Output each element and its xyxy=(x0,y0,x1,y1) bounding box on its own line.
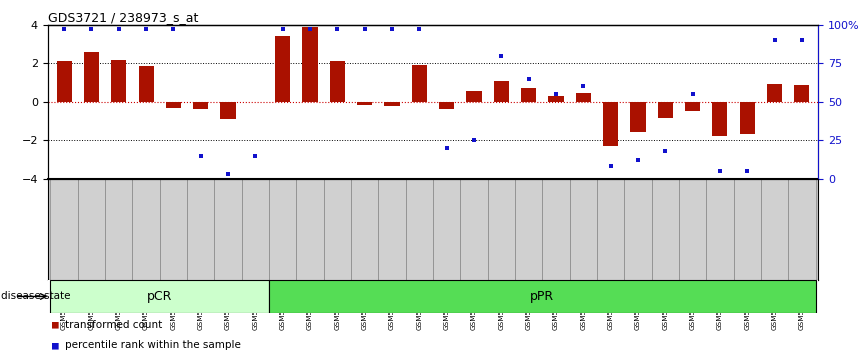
Point xyxy=(358,27,372,32)
Bar xyxy=(685,102,701,112)
Point xyxy=(84,27,98,32)
Text: ■: ■ xyxy=(52,340,59,350)
Bar xyxy=(187,179,215,280)
Bar xyxy=(296,179,324,280)
Bar xyxy=(385,102,399,105)
Point xyxy=(658,148,672,154)
Bar xyxy=(767,85,782,102)
Point xyxy=(194,153,208,159)
Point xyxy=(713,168,727,174)
Bar xyxy=(542,179,570,280)
Bar xyxy=(378,179,405,280)
Bar xyxy=(788,179,816,280)
Bar xyxy=(412,65,427,102)
Bar xyxy=(330,61,345,102)
Bar xyxy=(159,179,187,280)
Bar xyxy=(734,179,761,280)
Bar xyxy=(461,179,488,280)
Bar xyxy=(494,81,509,102)
Text: ■: ■ xyxy=(52,320,59,330)
Point xyxy=(768,37,782,43)
Bar xyxy=(521,88,536,102)
Point xyxy=(440,145,454,151)
Bar xyxy=(576,93,591,102)
Bar xyxy=(658,102,673,118)
Bar xyxy=(275,36,290,102)
Text: percentile rank within the sample: percentile rank within the sample xyxy=(65,340,241,350)
Bar xyxy=(630,102,645,132)
Bar xyxy=(467,91,481,102)
Bar xyxy=(679,179,707,280)
Point xyxy=(221,171,235,177)
Point xyxy=(303,27,317,32)
Point xyxy=(57,27,71,32)
Point xyxy=(604,164,617,169)
Bar xyxy=(242,179,269,280)
Point xyxy=(275,27,289,32)
Bar xyxy=(324,179,351,280)
Point xyxy=(112,27,126,32)
Bar xyxy=(570,179,597,280)
Text: pCR: pCR xyxy=(147,290,172,303)
Point xyxy=(331,27,345,32)
Bar xyxy=(111,61,126,102)
Bar xyxy=(50,280,269,313)
Bar xyxy=(351,179,378,280)
Text: disease state: disease state xyxy=(1,291,70,302)
Bar xyxy=(84,52,99,102)
Bar xyxy=(357,102,372,105)
Bar xyxy=(269,280,816,313)
Bar xyxy=(269,179,296,280)
Bar xyxy=(624,179,651,280)
Bar xyxy=(761,179,788,280)
Bar xyxy=(488,179,515,280)
Bar xyxy=(713,102,727,136)
Point xyxy=(795,37,809,43)
Bar xyxy=(105,179,132,280)
Bar xyxy=(215,179,242,280)
Bar xyxy=(78,179,105,280)
Point xyxy=(631,158,645,163)
Bar xyxy=(515,179,542,280)
Bar xyxy=(548,96,564,102)
Point xyxy=(494,53,508,58)
Point xyxy=(740,168,754,174)
Point xyxy=(412,27,426,32)
Bar xyxy=(302,27,318,102)
Bar xyxy=(56,61,72,102)
Bar xyxy=(794,85,810,102)
Bar xyxy=(50,179,78,280)
Bar xyxy=(597,179,624,280)
Bar xyxy=(165,102,181,108)
Bar xyxy=(139,66,153,102)
Bar xyxy=(651,179,679,280)
Point xyxy=(166,27,180,32)
Bar xyxy=(405,179,433,280)
Bar xyxy=(132,179,159,280)
Point xyxy=(686,91,700,97)
Point xyxy=(577,84,591,89)
Text: transformed count: transformed count xyxy=(65,320,162,330)
Point xyxy=(549,91,563,97)
Text: pPR: pPR xyxy=(530,290,554,303)
Bar xyxy=(707,179,734,280)
Point xyxy=(249,153,262,159)
Point xyxy=(139,27,153,32)
Point xyxy=(385,27,399,32)
Point xyxy=(467,137,481,143)
Bar xyxy=(221,102,236,119)
Bar xyxy=(433,179,461,280)
Bar xyxy=(740,102,755,133)
Bar xyxy=(603,102,618,146)
Bar xyxy=(193,102,208,109)
Bar xyxy=(439,102,454,109)
Text: GDS3721 / 238973_s_at: GDS3721 / 238973_s_at xyxy=(48,11,198,24)
Point xyxy=(521,76,535,81)
